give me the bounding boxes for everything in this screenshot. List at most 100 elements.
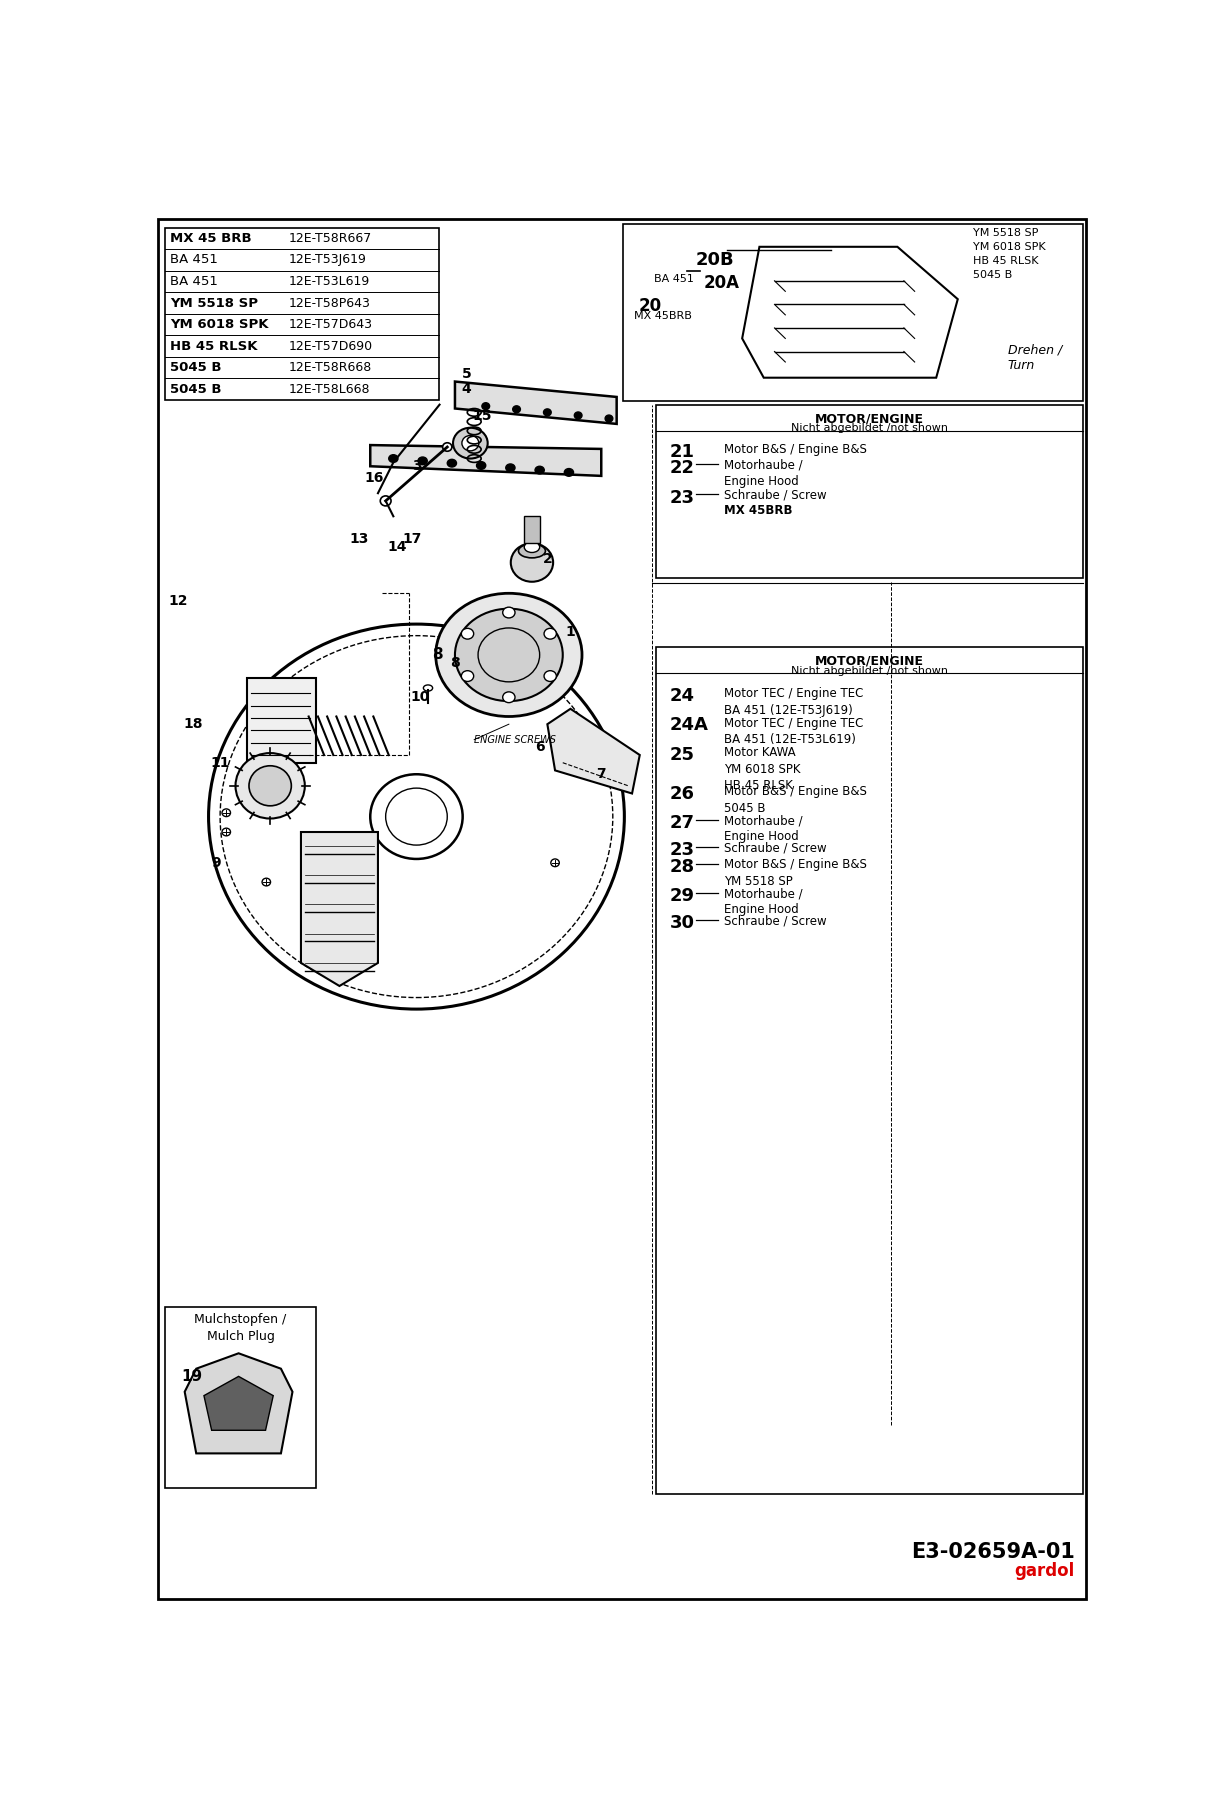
Ellipse shape xyxy=(222,808,230,817)
Text: MOTOR/ENGINE: MOTOR/ENGINE xyxy=(815,655,924,668)
Text: 12E-T57D643: 12E-T57D643 xyxy=(289,319,372,331)
Text: 1: 1 xyxy=(565,625,575,639)
Bar xyxy=(165,227,439,400)
Ellipse shape xyxy=(502,607,516,617)
Bar xyxy=(656,648,1082,1494)
Text: 10: 10 xyxy=(411,689,429,704)
Ellipse shape xyxy=(452,428,488,459)
Ellipse shape xyxy=(388,455,398,463)
Text: MX 45 BRB: MX 45 BRB xyxy=(170,232,251,245)
Ellipse shape xyxy=(455,608,563,702)
Bar xyxy=(656,405,1082,578)
Ellipse shape xyxy=(423,686,433,691)
Ellipse shape xyxy=(477,461,485,470)
Ellipse shape xyxy=(262,878,270,886)
Text: BA 451 (12E-T53L619): BA 451 (12E-T53L619) xyxy=(724,733,855,747)
Bar xyxy=(247,679,317,763)
Text: 27: 27 xyxy=(670,814,695,832)
Text: 12E-T58P643: 12E-T58P643 xyxy=(289,297,370,310)
Text: BA 451 (12E-T53J619): BA 451 (12E-T53J619) xyxy=(724,704,853,716)
Ellipse shape xyxy=(222,828,230,835)
Ellipse shape xyxy=(545,628,557,639)
Text: 25: 25 xyxy=(670,745,695,763)
Ellipse shape xyxy=(524,542,540,553)
Text: MOTOR/ENGINE: MOTOR/ENGINE xyxy=(815,412,924,425)
Polygon shape xyxy=(742,247,958,378)
Text: HB 45 RLSK: HB 45 RLSK xyxy=(170,340,257,353)
Ellipse shape xyxy=(535,466,545,473)
Ellipse shape xyxy=(461,628,473,639)
Text: 19: 19 xyxy=(181,1368,201,1384)
Text: Motorhaube /
Engine Hood: Motorhaube / Engine Hood xyxy=(724,814,802,842)
Text: 13: 13 xyxy=(349,533,369,547)
Text: YM 6018 SPK: YM 6018 SPK xyxy=(170,319,268,331)
Ellipse shape xyxy=(235,752,304,819)
Text: 16: 16 xyxy=(364,472,383,484)
Text: 30: 30 xyxy=(670,914,695,932)
Text: YM 6018 SPK
HB 45 RLSK: YM 6018 SPK HB 45 RLSK xyxy=(724,763,801,792)
Text: 22: 22 xyxy=(670,459,695,477)
Ellipse shape xyxy=(418,457,427,464)
Text: 20A: 20A xyxy=(704,274,740,292)
Text: Mulchstopfen /
Mulch Plug: Mulchstopfen / Mulch Plug xyxy=(194,1314,286,1343)
Text: 24: 24 xyxy=(670,688,695,706)
Text: BA 451: BA 451 xyxy=(654,274,694,284)
Text: 12E-T53J619: 12E-T53J619 xyxy=(289,254,366,266)
Text: YM 5518 SP: YM 5518 SP xyxy=(724,875,792,887)
Text: 8: 8 xyxy=(432,648,443,662)
Text: 23: 23 xyxy=(670,841,695,859)
Text: ENGINE SCREWS: ENGINE SCREWS xyxy=(474,734,557,745)
Polygon shape xyxy=(204,1377,273,1431)
Ellipse shape xyxy=(462,436,479,450)
Text: MX 45BRB: MX 45BRB xyxy=(633,311,691,320)
Text: 5045 B: 5045 B xyxy=(724,803,765,815)
Text: 21: 21 xyxy=(670,443,695,461)
Text: E3-02659A-01: E3-02659A-01 xyxy=(911,1543,1075,1562)
Polygon shape xyxy=(547,709,639,794)
Text: 5: 5 xyxy=(462,367,472,382)
Ellipse shape xyxy=(543,409,551,416)
Text: Motorhaube /
Engine Hood: Motorhaube / Engine Hood xyxy=(724,887,802,916)
Text: 3: 3 xyxy=(411,459,421,473)
Text: 12E-T53L619: 12E-T53L619 xyxy=(289,275,370,288)
Text: 5045 B: 5045 B xyxy=(170,383,222,396)
Ellipse shape xyxy=(513,405,520,412)
Text: Drehen /
Turn: Drehen / Turn xyxy=(1008,344,1063,371)
Text: 18: 18 xyxy=(183,716,203,731)
Text: 20: 20 xyxy=(638,297,661,315)
Ellipse shape xyxy=(511,544,553,581)
Ellipse shape xyxy=(551,859,559,866)
Text: 2: 2 xyxy=(542,551,552,565)
Ellipse shape xyxy=(448,459,456,466)
Ellipse shape xyxy=(443,443,452,452)
Text: 17: 17 xyxy=(403,533,422,547)
Ellipse shape xyxy=(518,544,546,558)
Bar xyxy=(165,1307,315,1489)
Text: 12E-T58R667: 12E-T58R667 xyxy=(289,232,372,245)
Text: 12: 12 xyxy=(169,594,188,608)
Ellipse shape xyxy=(574,412,582,419)
Text: Motor TEC / Engine TEC: Motor TEC / Engine TEC xyxy=(724,688,864,700)
Text: 24A: 24A xyxy=(670,716,708,734)
Ellipse shape xyxy=(564,468,574,477)
Ellipse shape xyxy=(435,594,582,716)
Text: MX 45BRB: MX 45BRB xyxy=(724,504,792,517)
Text: 8: 8 xyxy=(450,655,460,670)
Text: BA 451: BA 451 xyxy=(170,275,218,288)
Text: Motorhaube /
Engine Hood: Motorhaube / Engine Hood xyxy=(724,459,802,488)
Text: Nicht abgebildet /not shown: Nicht abgebildet /not shown xyxy=(791,666,947,675)
Ellipse shape xyxy=(605,416,613,421)
Ellipse shape xyxy=(249,765,291,806)
Polygon shape xyxy=(184,1354,292,1453)
Text: 6: 6 xyxy=(535,740,545,754)
Text: 5045 B: 5045 B xyxy=(170,362,222,374)
Text: 26: 26 xyxy=(670,785,695,803)
Text: BA 451: BA 451 xyxy=(170,254,218,266)
Text: Motor B&S / Engine B&S: Motor B&S / Engine B&S xyxy=(724,785,866,797)
Text: 23: 23 xyxy=(670,488,695,506)
Text: 14: 14 xyxy=(387,540,406,554)
Text: 15: 15 xyxy=(472,409,491,423)
Text: Motor B&S / Engine B&S: Motor B&S / Engine B&S xyxy=(724,859,866,871)
Text: YM 5518 SP
YM 6018 SPK
HB 45 RLSK
5045 B: YM 5518 SP YM 6018 SPK HB 45 RLSK 5045 B xyxy=(973,227,1046,279)
Text: Schraube / Screw: Schraube / Screw xyxy=(724,914,826,927)
